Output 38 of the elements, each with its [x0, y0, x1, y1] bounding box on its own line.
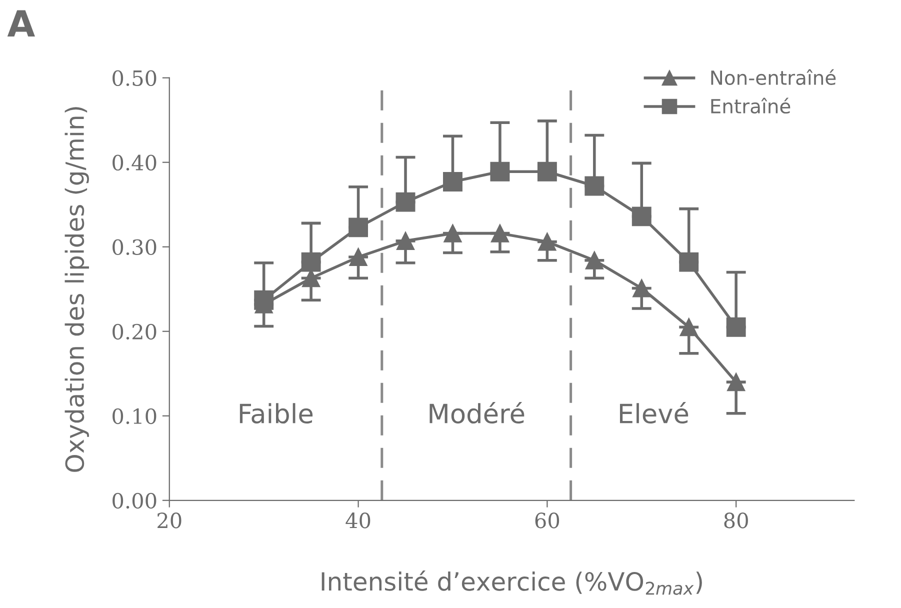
point	[680, 318, 698, 336]
point	[584, 176, 604, 196]
annotation: Modéré	[430, 402, 524, 424]
point	[632, 279, 651, 298]
y-tick-label: 0.40	[112, 154, 156, 171]
point	[679, 252, 699, 272]
point	[396, 232, 415, 250]
x-tick-label: 80	[724, 512, 748, 528]
y-axis-title: Oxydation des lipides (g/min)	[64, 107, 89, 472]
x-axis-title: Intensité d’exercice (%VO$_{2max}$)	[322, 570, 702, 595]
point	[490, 162, 510, 182]
point	[726, 317, 746, 337]
x-tick-label: 60	[535, 512, 560, 528]
legend-label: Entraîné	[711, 98, 790, 114]
point	[443, 172, 462, 192]
point	[254, 290, 274, 310]
point	[585, 251, 604, 270]
point	[301, 252, 321, 272]
y-tick-label: 0.10	[112, 408, 156, 424]
annotation: Elevé	[620, 402, 688, 424]
x-tick-label: 40	[346, 512, 370, 528]
y-tick-label: 0.00	[112, 492, 156, 509]
y-tick-label: 0.30	[112, 239, 156, 256]
x-tick-label: 20	[158, 512, 182, 528]
point	[348, 218, 368, 238]
y-tick-label: 0.50	[112, 70, 156, 86]
point	[537, 162, 557, 182]
annotation: Faible	[240, 403, 313, 424]
point	[490, 224, 509, 242]
point	[396, 192, 416, 212]
point	[444, 224, 462, 242]
point	[349, 248, 368, 266]
point	[538, 232, 556, 251]
legend-label: Non-entraîné	[711, 69, 836, 86]
text: A	[7, 10, 35, 37]
y-tick-label: 0.20	[112, 324, 156, 340]
point	[632, 206, 652, 226]
point	[727, 373, 746, 392]
